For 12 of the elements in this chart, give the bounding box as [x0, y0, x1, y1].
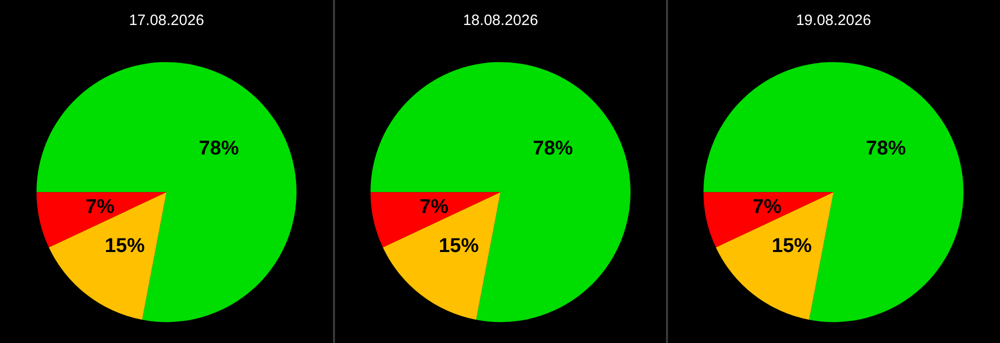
data-label: 78%: [532, 138, 574, 160]
chart-title: 18.08.2026: [462, 12, 538, 29]
chart-title: 17.08.2026: [128, 12, 204, 29]
data-label: 78%: [866, 138, 906, 160]
data-label: 7%: [752, 196, 782, 218]
data-label: 15%: [438, 234, 480, 257]
data-label: 7%: [420, 196, 449, 218]
data-label: 7%: [86, 196, 115, 218]
data-label: 78%: [198, 138, 240, 160]
data-label: 15%: [772, 234, 812, 257]
data-label: 15%: [104, 234, 146, 257]
chart-title: 19.08.2026: [796, 12, 872, 29]
